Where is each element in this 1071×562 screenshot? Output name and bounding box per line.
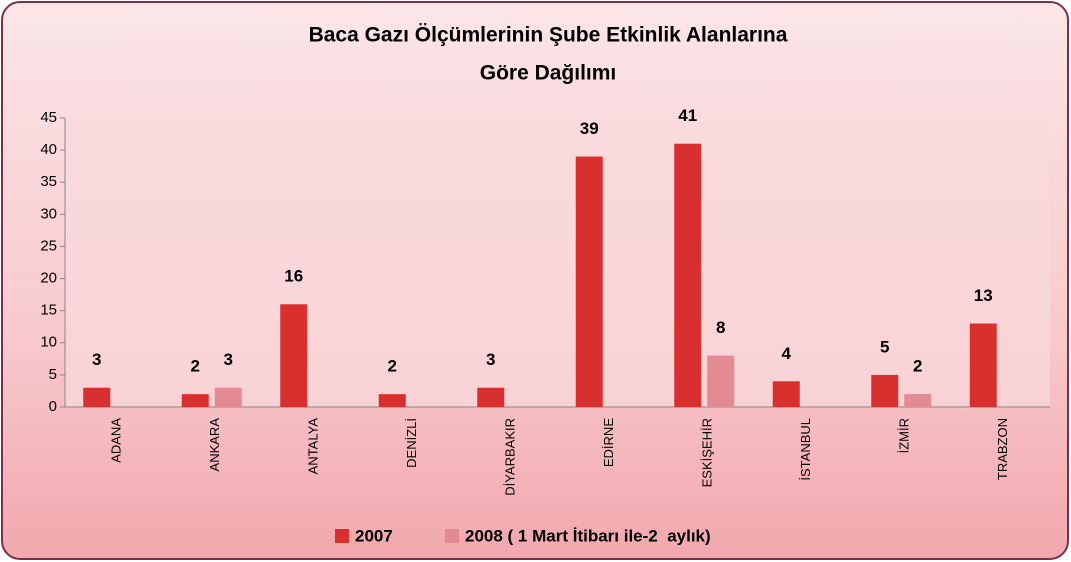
data-label: 3 <box>224 350 233 369</box>
x-tick-label: EDİRNE <box>601 418 616 467</box>
bar <box>772 381 800 407</box>
data-label: 2 <box>388 357 397 376</box>
x-tick-label: İZMİR <box>897 418 912 453</box>
y-tick-label: 45 <box>40 109 57 126</box>
x-tick-label: İSTANBUL <box>798 418 813 481</box>
data-label: 2 <box>913 357 922 376</box>
x-tick-label: ESKİŞEHİR <box>700 418 715 487</box>
x-tick-label: ADANA <box>109 418 124 463</box>
data-label: 3 <box>486 350 495 369</box>
bar <box>477 387 505 407</box>
y-tick-label: 40 <box>40 141 57 158</box>
chart-title: Baca Gazı Ölçümlerinin Şube Etkinlik Ala… <box>309 24 788 47</box>
bar <box>214 387 242 407</box>
x-tick-label: ANKARA <box>207 418 222 472</box>
plot-area <box>65 118 1050 407</box>
x-tick-label: DİYARBAKIR <box>503 418 518 496</box>
y-tick-label: 15 <box>40 302 57 319</box>
bar <box>378 394 406 407</box>
x-tick-label: ANTALYA <box>306 418 321 475</box>
legend-swatch <box>445 529 459 543</box>
y-tick-label: 20 <box>40 270 57 287</box>
y-tick-label: 0 <box>49 398 57 415</box>
bar <box>707 355 735 407</box>
data-label: 4 <box>782 344 792 363</box>
bar <box>575 156 603 407</box>
y-tick-label: 35 <box>40 173 57 190</box>
y-tick-label: 25 <box>40 237 57 254</box>
y-tick-label: 10 <box>40 334 57 351</box>
y-tick-label: 30 <box>40 205 57 222</box>
data-label: 13 <box>974 286 993 305</box>
legend-label: 2007 <box>355 526 393 545</box>
data-label: 2 <box>191 357 200 376</box>
bar <box>181 394 209 407</box>
bar <box>871 374 899 407</box>
bar <box>969 323 997 407</box>
bar <box>83 387 111 407</box>
data-label: 3 <box>92 350 101 369</box>
data-label: 41 <box>678 106 697 125</box>
y-tick-label: 5 <box>49 366 57 383</box>
chart-title: Göre Dağılımı <box>480 62 617 85</box>
x-tick-label: TRABZON <box>995 418 1010 480</box>
data-label: 8 <box>716 318 725 337</box>
data-label: 5 <box>880 337 889 356</box>
legend-label: 2008 ( 1 Mart İtibarı ile-2 aylık) <box>465 526 711 545</box>
legend-swatch <box>335 529 349 543</box>
bar <box>904 394 932 407</box>
bar <box>280 304 308 407</box>
bar <box>674 143 702 407</box>
data-label: 39 <box>580 119 599 138</box>
x-tick-label: DENİZLİ <box>404 418 419 468</box>
data-label: 16 <box>284 267 303 286</box>
